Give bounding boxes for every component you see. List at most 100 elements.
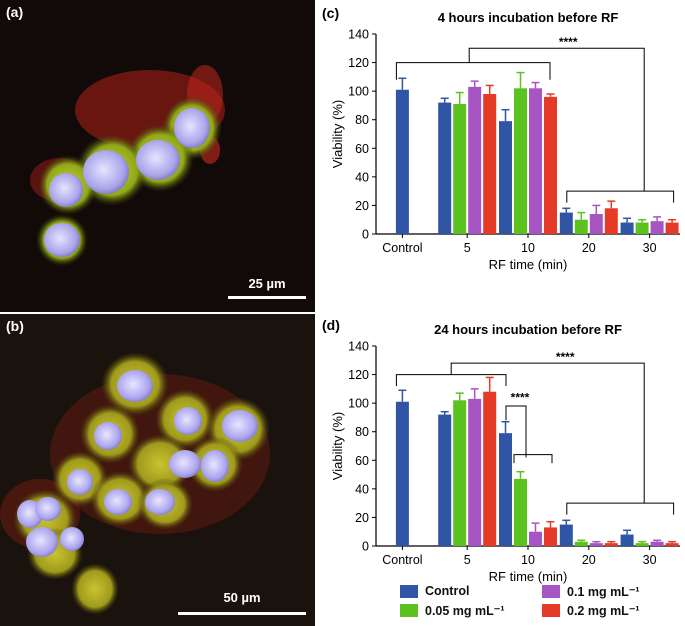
bar bbox=[604, 208, 618, 234]
legend-label-0-2: 0.2 mg mL⁻¹ bbox=[567, 604, 640, 618]
y-axis-label: Viability (%) bbox=[330, 412, 345, 480]
scale-bar-b bbox=[178, 612, 306, 615]
bar bbox=[438, 414, 452, 546]
scale-bar-a bbox=[228, 296, 306, 299]
bar bbox=[620, 534, 634, 546]
significance-bracket bbox=[566, 502, 675, 515]
chart-legend: Control 0.1 mg mL⁻¹ 0.05 mg mL⁻¹ 0.2 mg … bbox=[400, 584, 680, 626]
y-tick-label: 60 bbox=[355, 454, 369, 468]
bar bbox=[620, 222, 634, 234]
x-tick-label: 30 bbox=[643, 241, 657, 255]
x-tick-label: 30 bbox=[643, 553, 657, 567]
bar bbox=[544, 527, 557, 546]
bar bbox=[438, 102, 452, 234]
legend-label-0-05: 0.05 mg mL⁻¹ bbox=[425, 604, 505, 618]
bar bbox=[650, 541, 664, 546]
bar bbox=[589, 214, 603, 234]
x-tick-label: 5 bbox=[464, 241, 471, 255]
bar bbox=[559, 524, 573, 546]
significance-bracket bbox=[395, 62, 551, 80]
significance-label: **** bbox=[511, 391, 530, 405]
x-tick-label: Control bbox=[382, 553, 422, 567]
bar bbox=[468, 86, 482, 234]
bar bbox=[650, 221, 664, 234]
legend-swatch-0-1 bbox=[542, 585, 560, 598]
y-tick-label: 120 bbox=[348, 56, 369, 70]
bar bbox=[665, 222, 679, 234]
legend-label-0-1: 0.1 mg mL⁻¹ bbox=[567, 585, 640, 599]
chart-c-svg: (c) 4 hours incubation before RF 0 20 40 60 80… bbox=[322, 5, 680, 272]
bar bbox=[635, 222, 649, 234]
panel-tag: (c) bbox=[322, 5, 339, 21]
panel-tag: (d) bbox=[322, 317, 340, 333]
significance-bracket bbox=[505, 405, 527, 458]
bar bbox=[453, 400, 467, 546]
significance-bracket bbox=[513, 454, 553, 464]
x-tick-label: 5 bbox=[464, 553, 471, 567]
bar bbox=[514, 478, 527, 546]
legend-label-control: Control bbox=[425, 584, 470, 598]
legend-item-0-1: 0.1 mg mL⁻¹ bbox=[542, 584, 640, 599]
y-tick-label: 20 bbox=[355, 511, 369, 525]
x-tick-label: Control bbox=[382, 241, 422, 255]
x-tick-label: 20 bbox=[582, 553, 596, 567]
x-tick-label: 10 bbox=[521, 241, 535, 255]
micrograph-b-image bbox=[0, 352, 270, 615]
significance-bracket bbox=[395, 374, 507, 386]
y-tick-label: 120 bbox=[348, 368, 369, 382]
bar bbox=[635, 543, 649, 546]
bar bbox=[544, 96, 557, 234]
x-axis-label: RF time (min) bbox=[489, 569, 568, 584]
y-tick-label: 0 bbox=[362, 228, 369, 242]
legend-item-0-05: 0.05 mg mL⁻¹ bbox=[400, 603, 505, 618]
x-axis-label: RF time (min) bbox=[489, 257, 568, 272]
y-tick-label: 100 bbox=[348, 85, 369, 99]
panel-b-tag: (b) bbox=[6, 318, 24, 334]
chart-title: 24 hours incubation before RF bbox=[434, 322, 622, 337]
legend-item-control: Control bbox=[400, 584, 469, 598]
bar bbox=[395, 89, 409, 234]
bar bbox=[468, 398, 482, 546]
micrograph-a-image bbox=[30, 65, 225, 266]
bar bbox=[574, 541, 588, 546]
y-tick-label: 20 bbox=[355, 199, 369, 213]
y-axis-label: Viability (%) bbox=[330, 100, 345, 168]
legend-item-0-2: 0.2 mg mL⁻¹ bbox=[542, 603, 640, 618]
bar bbox=[483, 391, 497, 546]
bar bbox=[395, 401, 409, 546]
bar bbox=[589, 543, 603, 546]
significance-bracket bbox=[450, 362, 645, 504]
bar bbox=[514, 88, 527, 235]
significance-bracket bbox=[468, 47, 645, 192]
y-tick-label: 100 bbox=[348, 397, 369, 411]
micrograph-a: (a) 25 µm bbox=[0, 0, 315, 312]
y-tick-label: 40 bbox=[355, 170, 369, 184]
y-tick-label: 40 bbox=[355, 482, 369, 496]
y-tick-label: 140 bbox=[348, 28, 369, 42]
bar bbox=[604, 543, 618, 546]
y-tick-label: 80 bbox=[355, 113, 369, 127]
bar bbox=[499, 121, 512, 234]
bar bbox=[559, 212, 573, 234]
legend-swatch-0-2 bbox=[542, 604, 560, 617]
panel-a-tag: (a) bbox=[6, 4, 24, 20]
x-tick-label: 20 bbox=[582, 241, 596, 255]
scale-label-b: 50 µm bbox=[223, 590, 261, 605]
y-tick-label: 0 bbox=[362, 540, 369, 554]
chart-c: (c) 4 hours incubation before RF 0 20 40 60 80… bbox=[320, 0, 685, 305]
chart-title: 4 hours incubation before RF bbox=[438, 10, 619, 25]
y-tick-label: 60 bbox=[355, 142, 369, 156]
bar bbox=[483, 94, 497, 234]
significance-label: **** bbox=[559, 35, 578, 49]
bar bbox=[665, 543, 679, 546]
legend-swatch-control bbox=[400, 584, 418, 598]
scale-label-a: 25 µm bbox=[248, 276, 286, 291]
micrograph-b: (b) 50 µm bbox=[0, 314, 315, 626]
y-tick-label: 80 bbox=[355, 425, 369, 439]
bar bbox=[529, 88, 542, 235]
bar bbox=[574, 219, 588, 234]
legend-swatch-0-05 bbox=[400, 604, 418, 617]
bar bbox=[453, 104, 467, 234]
chart-d-svg: (d) 24 hours incubation before RF 0 20 40 60 8… bbox=[322, 317, 680, 584]
y-tick-label: 140 bbox=[348, 340, 369, 354]
